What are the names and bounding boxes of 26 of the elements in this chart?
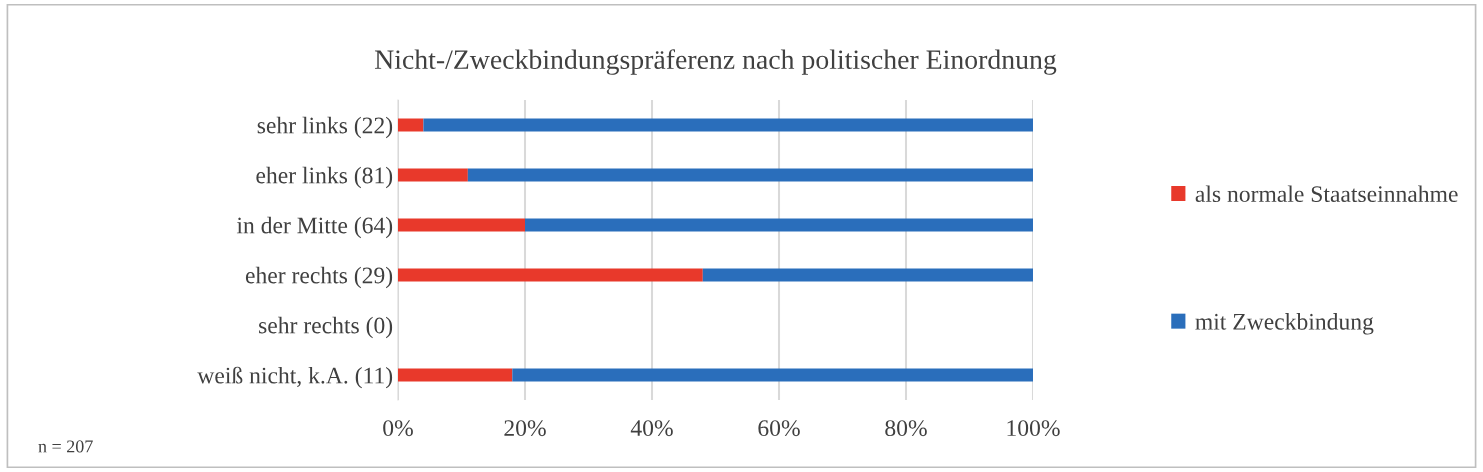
x-tick-label: 60% (758, 420, 800, 437)
bar (398, 118, 424, 132)
y-tick-label: sehr links (22) (257, 116, 393, 139)
bar (525, 218, 1033, 232)
bar (398, 268, 703, 282)
legend-label: als normale Staatseinnahme (1195, 185, 1458, 203)
y-tick-label: in der Mitte (64) (236, 216, 393, 239)
bar (702, 268, 1033, 282)
x-tick-label: 0% (383, 420, 413, 437)
bar (423, 118, 1033, 132)
bar (398, 168, 468, 182)
y-tick-label: eher rechts (29) (245, 266, 393, 289)
text: n = 207 (38, 440, 93, 453)
x-tick-label: 100% (1007, 420, 1060, 437)
bar (398, 218, 525, 232)
y-tick-label: eher links (81) (256, 166, 393, 189)
bar (512, 368, 1033, 382)
legend-label: mit Zweckbindung (1195, 313, 1374, 335)
y-tick-label: sehr rechts (0) (259, 316, 393, 339)
x-tick-label: 20% (504, 420, 546, 437)
x-tick-label: 80% (885, 420, 927, 437)
bar (467, 168, 1033, 182)
x-tick-label: 40% (630, 420, 673, 437)
bar (398, 368, 513, 382)
y-tick-label: weiß nicht, k.A. (11) (197, 366, 393, 389)
chart-title: Nicht-/Zweckbindungspräferenz nach politischer Einordnung (374, 49, 1057, 75)
